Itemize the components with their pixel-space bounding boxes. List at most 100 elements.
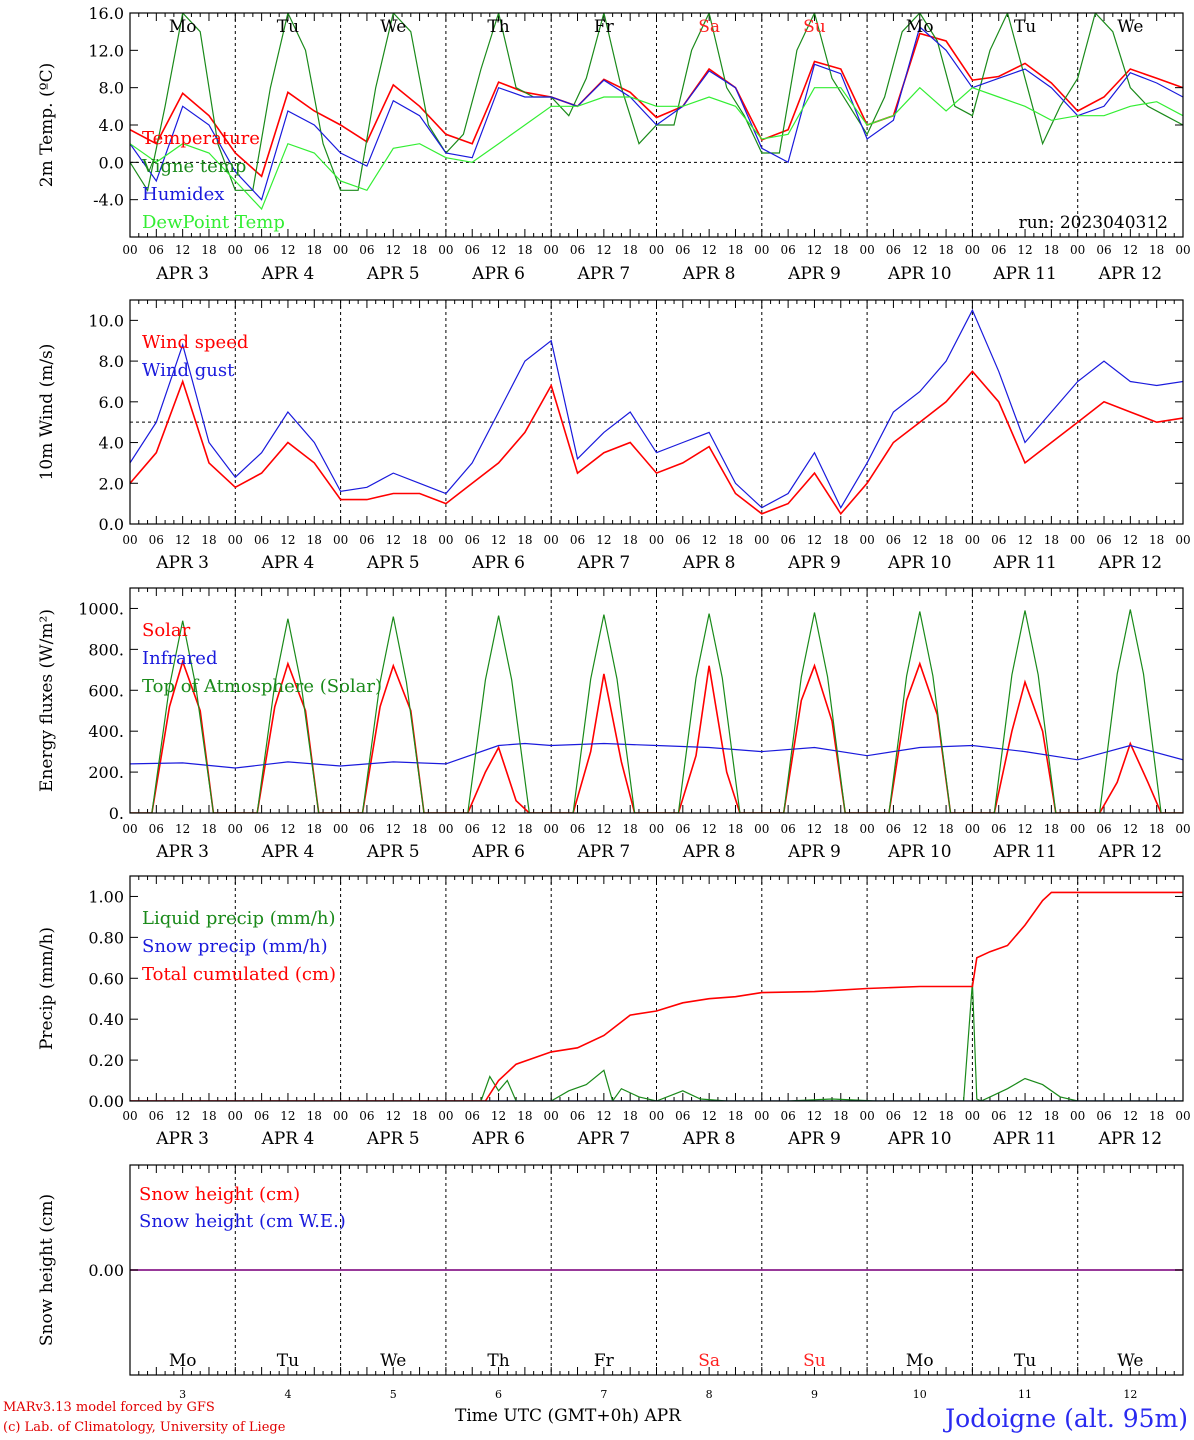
weekday-label: Mo xyxy=(906,1351,934,1371)
date-label: APR 6 xyxy=(471,1129,525,1149)
hour-tick-label: 00 xyxy=(1070,243,1085,257)
hour-tick-label: 18 xyxy=(517,822,532,836)
date-label: APR 5 xyxy=(366,1129,420,1149)
date-label: APR 9 xyxy=(787,1129,841,1149)
hour-tick-label: 12 xyxy=(1017,243,1032,257)
day-number-label: 5 xyxy=(390,1388,397,1401)
hour-tick-label: 18 xyxy=(517,1109,532,1123)
hour-tick-label: 06 xyxy=(570,243,585,257)
hour-tick-label: 06 xyxy=(254,243,269,257)
weekday-label: Th xyxy=(487,1351,509,1371)
hour-tick-label: 00 xyxy=(333,822,348,836)
legend-entry: Top of Atmosphere (Solar) xyxy=(142,676,382,697)
date-label: APR 7 xyxy=(576,1129,630,1149)
weekday-label: Su xyxy=(803,17,826,37)
hour-tick-label: 12 xyxy=(702,533,717,547)
y-tick-label: 0.00 xyxy=(88,1261,124,1280)
location-label: Jodoigne (alt. 95m) xyxy=(945,1404,1188,1433)
y-tick-label: 0.0 xyxy=(99,153,124,172)
hour-tick-label: 00 xyxy=(1175,822,1190,836)
hour-tick-label: 18 xyxy=(307,822,322,836)
date-label: APR 10 xyxy=(887,264,952,284)
hour-tick-label: 00 xyxy=(1175,1109,1190,1123)
hour-tick-label: 18 xyxy=(623,1109,638,1123)
hour-tick-label: 00 xyxy=(122,243,137,257)
hour-tick-label: 06 xyxy=(1096,533,1111,547)
y-tick-label: 0.0 xyxy=(99,515,124,534)
weekday-label: We xyxy=(1117,17,1143,37)
hour-tick-label: 18 xyxy=(307,533,322,547)
y-tick-label: 12.0 xyxy=(88,41,124,60)
hour-tick-label: 06 xyxy=(465,1109,480,1123)
legend-entry: Wind speed xyxy=(142,332,248,353)
day-number-label: 8 xyxy=(706,1388,713,1401)
date-label: APR 5 xyxy=(366,553,420,573)
y-tick-label: 0. xyxy=(109,804,124,823)
date-label: APR 10 xyxy=(887,1129,952,1149)
hour-tick-label: 00 xyxy=(965,533,980,547)
hour-tick-label: 12 xyxy=(386,822,401,836)
day-number-label: 3 xyxy=(179,1388,186,1401)
y-axis-label: Snow height (cm) xyxy=(37,1194,57,1346)
hour-tick-label: 00 xyxy=(438,822,453,836)
hour-tick-label: 00 xyxy=(544,1109,559,1123)
hour-tick-label: 12 xyxy=(1123,533,1138,547)
hour-tick-label: 12 xyxy=(807,1109,822,1123)
hour-tick-label: 00 xyxy=(965,243,980,257)
hour-tick-label: 18 xyxy=(412,1109,427,1123)
weekday-label: Fr xyxy=(594,1351,615,1371)
hour-tick-label: 18 xyxy=(1149,243,1164,257)
date-label: APR 4 xyxy=(261,553,315,573)
legend-entry: Snow precip (mm/h) xyxy=(142,936,328,957)
date-label: APR 10 xyxy=(887,842,952,862)
hour-tick-label: 00 xyxy=(544,243,559,257)
y-tick-label: 2.0 xyxy=(99,474,124,493)
panel-precip: 1.00 0.80 0.60 0.40 0.20 0.00 Precip (mm/h) Liq… xyxy=(37,875,1191,1149)
lab-credit: (c) Lab. of Climatology, University of L… xyxy=(3,1420,286,1435)
hour-tick-label: 06 xyxy=(149,243,164,257)
y-tick-label: 16.0 xyxy=(88,4,124,23)
series-temperature-3 xyxy=(130,86,1183,211)
hour-tick-label: 12 xyxy=(1017,822,1032,836)
date-label: APR 5 xyxy=(366,264,420,284)
hour-tick-label: 18 xyxy=(517,243,532,257)
hour-tick-label: 06 xyxy=(465,822,480,836)
legend-entry: DewPoint Temp xyxy=(142,212,285,233)
hour-tick-label: 18 xyxy=(201,533,216,547)
hour-tick-label: 18 xyxy=(833,822,848,836)
hour-tick-label: 12 xyxy=(386,243,401,257)
hour-tick-label: 18 xyxy=(833,243,848,257)
series-precip-0 xyxy=(130,982,1183,1101)
hour-tick-label: 12 xyxy=(912,822,927,836)
hour-tick-label: 12 xyxy=(491,822,506,836)
hour-tick-label: 00 xyxy=(122,533,137,547)
y-tick-label: 4.0 xyxy=(99,116,124,135)
series-wind-0 xyxy=(130,370,1183,516)
hour-tick-label: 06 xyxy=(359,1109,374,1123)
hour-tick-label: 18 xyxy=(412,822,427,836)
hour-tick-label: 06 xyxy=(1096,243,1111,257)
weekday-label: Tu xyxy=(1014,1351,1036,1371)
date-label: APR 7 xyxy=(576,842,630,862)
weekday-label: Tu xyxy=(1014,17,1036,37)
hour-tick-label: 00 xyxy=(754,533,769,547)
hour-tick-label: 18 xyxy=(1044,1109,1059,1123)
x-axis-title: Time UTC (GMT+0h) APR xyxy=(455,1406,681,1426)
weekday-label: Fr xyxy=(594,17,615,37)
date-label: APR 12 xyxy=(1098,264,1163,284)
hour-tick-label: 06 xyxy=(991,1109,1006,1123)
hour-tick-label: 12 xyxy=(175,1109,190,1123)
hour-tick-label: 06 xyxy=(570,1109,585,1123)
hour-tick-label: 00 xyxy=(228,243,243,257)
hour-tick-label: 12 xyxy=(596,533,611,547)
date-label: APR 12 xyxy=(1098,553,1163,573)
y-tick-label: 0.40 xyxy=(88,1010,124,1029)
date-label: APR 7 xyxy=(576,553,630,573)
weekday-label: We xyxy=(1117,1351,1143,1371)
hour-tick-label: 18 xyxy=(1149,533,1164,547)
y-tick-label: 6.0 xyxy=(99,393,124,412)
hour-tick-label: 12 xyxy=(1123,243,1138,257)
weekday-label: Mo xyxy=(906,17,934,37)
hour-tick-label: 18 xyxy=(307,243,322,257)
panel-wind: 10.0 8.0 6.0 4.0 2.0 0.0 10m Wind (m/s) Wind sp… xyxy=(37,299,1191,573)
